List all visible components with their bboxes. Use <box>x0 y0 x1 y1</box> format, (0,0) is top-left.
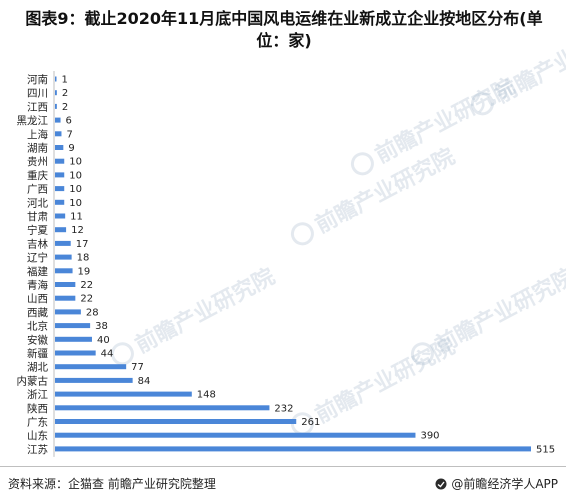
bar <box>55 103 57 109</box>
category-tick-label: 广东 <box>27 416 48 429</box>
category-tick-label: 福建 <box>27 265 48 278</box>
category-tick-label: 吉林 <box>27 237 48 250</box>
category-tick-label: 甘肃 <box>27 210 48 223</box>
bar <box>55 364 127 370</box>
bar <box>55 186 65 192</box>
category-tick-label: 四川 <box>27 88 48 100</box>
bar-value-label: 19 <box>78 266 91 277</box>
bar <box>55 90 57 96</box>
brand-logo-icon <box>435 478 447 489</box>
category-tick-label: 山东 <box>27 429 48 442</box>
bar <box>55 172 65 178</box>
category-tick-label: 新疆 <box>27 347 48 360</box>
bar <box>55 268 73 274</box>
bar-value-label: 7 <box>66 129 72 140</box>
bar-value-label: 9 <box>68 143 74 154</box>
bar-value-label: 38 <box>95 321 108 332</box>
bar-value-label: 28 <box>86 307 99 318</box>
bar-value-label: 77 <box>131 362 144 373</box>
bar-value-label: 12 <box>71 225 84 236</box>
bar <box>55 158 65 164</box>
bar <box>55 145 64 150</box>
bar <box>55 350 96 356</box>
bar-value-label: 515 <box>536 444 555 455</box>
bar-value-label: 261 <box>301 417 320 428</box>
bar <box>55 240 71 246</box>
chart-title: 图表9：截止2020年11月底中国风电运维在业新成立企业按地区分布(单位：家) <box>25 9 543 50</box>
bar-value-label: 10 <box>69 157 82 168</box>
category-tick-label: 重庆 <box>27 169 48 182</box>
bar <box>55 227 67 233</box>
bar-value-label: 10 <box>69 198 82 209</box>
source-note: 资料来源：企猫查 前瞻产业研究院整理 <box>8 477 216 491</box>
bar-value-label: 44 <box>101 349 114 360</box>
category-tick-label: 河南 <box>27 73 48 86</box>
bar <box>55 405 270 411</box>
category-tick-label: 西藏 <box>27 307 48 319</box>
bar-value-label: 40 <box>97 335 110 346</box>
category-tick-label: 贵州 <box>27 155 48 168</box>
bar-value-label: 11 <box>70 212 83 223</box>
bar-value-label: 390 <box>420 431 439 442</box>
bar-value-label: 22 <box>80 294 93 305</box>
category-tick-label: 宁夏 <box>27 224 48 237</box>
category-tick-label: 内蒙古 <box>17 374 49 387</box>
category-tick-label: 广西 <box>27 184 48 196</box>
category-tick-label: 陕西 <box>27 402 48 415</box>
category-tick-label: 北京 <box>27 320 48 333</box>
bar <box>55 432 416 438</box>
bar <box>55 336 92 342</box>
bar-value-label: 10 <box>69 184 82 195</box>
bar-value-label: 10 <box>69 170 82 181</box>
bar <box>55 446 531 452</box>
bar-value-label: 6 <box>66 116 72 127</box>
category-tick-label: 上海 <box>27 128 48 141</box>
bar-value-label: 148 <box>197 390 216 401</box>
bar-value-label: 17 <box>76 239 89 250</box>
chart-footer: 资料来源：企猫查 前瞻产业研究院整理 @前瞻经济学人APP <box>0 466 566 503</box>
bar <box>55 377 133 383</box>
category-tick-label: 湖南 <box>27 142 48 155</box>
category-tick-label: 江西 <box>27 101 48 113</box>
bar-value-label: 18 <box>77 253 90 264</box>
bar <box>55 76 57 82</box>
bar <box>55 199 65 205</box>
bar <box>55 131 62 137</box>
bar <box>55 323 91 329</box>
bar-chart: 河南 1 四川 2 江西 2 黑龙江 6 上海 7 湖南 9 贵州 10 重庆 10 广西 10 河北 10 甘肃 11 宁… <box>17 71 555 457</box>
category-tick-label: 河北 <box>27 197 48 209</box>
bar-value-label: 232 <box>274 403 293 414</box>
bar <box>55 117 61 123</box>
bar <box>55 213 66 219</box>
category-tick-label: 山西 <box>27 293 48 305</box>
category-tick-label: 黑龙江 <box>17 114 49 127</box>
bar <box>55 254 72 260</box>
bar <box>55 419 297 424</box>
category-tick-label: 安徽 <box>27 333 48 346</box>
category-tick-label: 湖北 <box>27 362 48 374</box>
brand-credit: @前瞻经济学人APP <box>435 475 558 492</box>
category-tick-label: 辽宁 <box>27 251 48 264</box>
bar-value-label: 2 <box>62 88 68 99</box>
bar-value-label: 2 <box>62 102 68 113</box>
category-tick-label: 浙江 <box>27 389 48 401</box>
category-tick-label: 青海 <box>27 279 48 292</box>
bar <box>55 309 81 315</box>
brand-text: @前瞻经济学人APP <box>451 477 558 491</box>
bar <box>55 295 76 301</box>
bar-value-label: 84 <box>138 376 151 387</box>
bar-value-label: 1 <box>62 75 68 86</box>
bar-value-label: 22 <box>80 280 93 291</box>
bar <box>55 282 76 287</box>
category-tick-label: 江苏 <box>27 443 48 456</box>
bar <box>55 391 192 397</box>
